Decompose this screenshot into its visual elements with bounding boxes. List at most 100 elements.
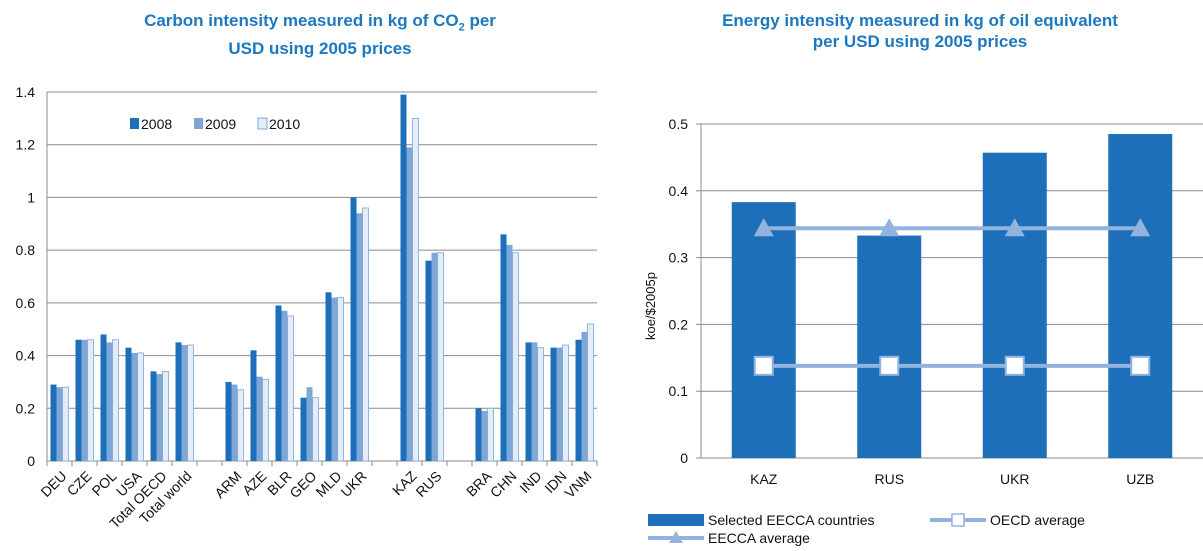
bar-2010 [362,207,369,462]
bar-2010 [562,344,569,462]
square-marker [879,355,900,376]
chart-title-carbon: Carbon intensity measured in kg of CO2 p… [144,11,496,59]
bar-KAZ [731,202,796,458]
y-tick-label: 0.1 [669,383,689,399]
bar-2009 [556,347,563,461]
x-tick-label: KAZ [750,471,778,487]
legend-swatch-2008 [130,118,139,129]
triangle-marker [1130,218,1151,237]
triangle-marker [1004,218,1025,237]
y-tick-label: 0.2 [16,400,36,416]
bar-UKR [982,152,1047,458]
chart-title-energy: Energy intensity measured in kg of oil e… [722,11,1118,51]
bar-2010 [512,252,519,462]
bar-2009 [131,352,138,461]
triangle-marker [879,218,900,237]
legend-marker-eecca [669,531,683,543]
bar-2009 [531,342,538,461]
bar-2008 [125,347,132,461]
y-tick-label: 0.4 [669,183,689,199]
bar-RUS [857,235,922,458]
bar-2009 [181,345,188,461]
bar-2010 [62,386,69,462]
bar-2008 [400,94,407,461]
bar-2008 [525,342,532,461]
bar-2009 [331,297,338,461]
bar-2010 [287,315,294,462]
x-tick-label: UZB [1126,471,1154,487]
triangle-marker [753,218,774,237]
bar-2008 [550,347,557,461]
bar-2009 [256,376,263,461]
legend-marker-oecd [951,513,965,527]
bar-2008 [100,334,107,461]
bar-2010 [537,347,544,462]
bar-2010 [162,370,169,462]
bar-2010 [587,323,594,462]
bar-2008 [350,197,357,461]
bar-2010 [112,339,119,462]
bar-2008 [250,350,257,461]
bar-2009 [581,331,588,461]
bar-2009 [481,410,488,461]
legend-swatch-2010 [257,117,268,130]
bar-2010 [262,378,269,462]
y-tick-label: 0.4 [16,348,36,364]
y-tick-label: 1.4 [16,84,36,100]
bar-2010 [87,339,94,462]
bar-2008 [75,339,82,461]
bar-2010 [337,297,344,462]
legend-swatch-bars [648,514,704,526]
bar-2009 [431,252,438,461]
bar-2008 [175,342,182,461]
y-tick-label: 1.2 [16,137,36,153]
bar-2010 [437,252,444,462]
y-tick-label: 0.3 [669,250,689,266]
bar-2008 [50,384,57,461]
bar-2009 [106,342,113,461]
bar-2010 [487,407,494,462]
bar-2010 [187,344,194,462]
legend-label-2010: 2010 [269,116,300,132]
bar-2010 [412,117,419,462]
x-tick-label: RUS [874,471,904,487]
bar-2010 [137,352,144,462]
bar-2009 [356,213,363,461]
bar-2009 [81,339,88,461]
bar-UZB [1108,134,1173,458]
bar-2008 [575,339,582,461]
y-tick-label: 0.2 [669,316,689,332]
square-marker [1004,355,1025,376]
y-tick-label: 0 [680,450,688,466]
bar-2008 [500,234,507,461]
x-tick-label: UKR [1000,471,1030,487]
legend-swatch-2009 [194,118,203,129]
y-tick-label: 0.8 [16,242,36,258]
bar-2008 [300,397,307,461]
y-tick-label: 1 [27,189,35,205]
bar-2009 [306,387,313,461]
bar-2009 [281,310,288,461]
bar-2009 [506,244,513,461]
bar-2008 [475,408,482,461]
bar-2009 [231,384,238,461]
legend-label-bars: Selected EECCA countries [708,512,875,528]
y-axis-label: koe/$2005p [643,272,658,340]
legend-label-oecd: OECD average [990,512,1085,528]
bar-2008 [325,292,332,461]
square-marker [753,355,774,376]
bar-2009 [406,147,413,461]
square-marker [1130,355,1151,376]
y-tick-label: 0 [27,453,35,469]
bar-2009 [56,387,63,461]
legend-label-eecca: EECCA average [708,530,810,546]
y-tick-label: 0.5 [669,116,689,132]
y-tick-label: 0.6 [16,295,36,311]
legend-label-2008: 2008 [141,116,172,132]
bar-2008 [275,305,282,461]
bar-2008 [225,381,232,461]
bar-2008 [425,260,432,461]
bar-2010 [312,397,319,462]
legend-label-2009: 2009 [205,116,236,132]
